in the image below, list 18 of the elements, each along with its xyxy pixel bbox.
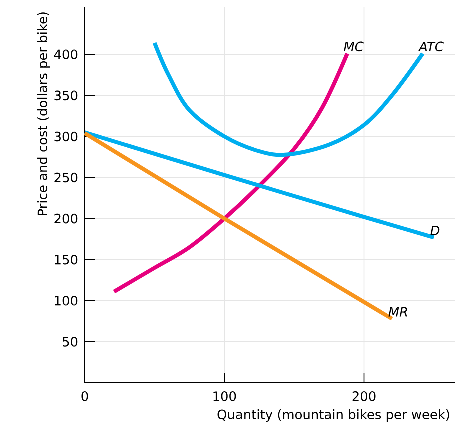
x-tick-label: 0 <box>82 392 88 402</box>
y-axis-title: Price and cost (dollars per bike) <box>38 12 50 216</box>
y-tick-label: 300 <box>54 132 78 142</box>
series-label: ATC <box>418 42 444 52</box>
y-tick-label: 350 <box>54 90 78 101</box>
series-label: D <box>430 226 440 236</box>
y-tick-label: 150 <box>55 254 78 265</box>
line-series <box>112 52 350 294</box>
series-label: MR <box>388 307 408 317</box>
y-tick-label: 100 <box>55 296 78 306</box>
x-tick-label: 200 <box>352 392 376 402</box>
series-label: MC <box>344 42 364 52</box>
y-tick-label: 200 <box>54 214 78 224</box>
y-tick-label: 50 <box>63 337 78 347</box>
x-axis-title: Quantity (mountain bikes per week) <box>218 410 450 422</box>
x-tick-label: 100 <box>214 392 236 402</box>
y-tick-label: 250 <box>54 172 78 183</box>
y-tick-label: 400 <box>54 50 78 60</box>
